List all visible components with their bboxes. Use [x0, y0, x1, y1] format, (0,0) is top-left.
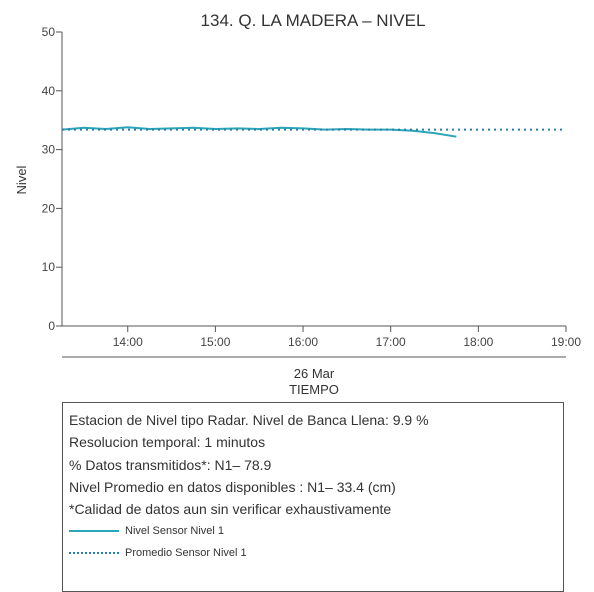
- legend-label-sensor: Nivel Sensor Nivel 1: [125, 525, 225, 538]
- legend-item-average: Promedio Sensor Nivel 1: [69, 542, 563, 564]
- y-tick-label: 10: [42, 260, 56, 274]
- y-tick-label: 50: [42, 25, 56, 39]
- x-axis-label: TIEMPO: [289, 382, 339, 397]
- x-tick-label: 18:00: [463, 335, 493, 349]
- y-tick-label: 20: [42, 201, 56, 215]
- info-nivel-promedio: Nivel Promedio en datos disponibles : N1…: [69, 478, 396, 495]
- y-tick-label: 30: [42, 143, 56, 157]
- series-line-sensor: [61, 126, 457, 138]
- legend-swatch-average: [69, 552, 119, 555]
- info-resolucion: Resolucion temporal: 1 minutos: [69, 434, 266, 451]
- legend-item-sensor: Nivel Sensor Nivel 1: [69, 520, 563, 542]
- legend-swatch-sensor: [69, 530, 119, 533]
- x-tick-label: 15:00: [200, 335, 230, 349]
- x-tick-label: 17:00: [376, 335, 406, 349]
- x-tick-label: 19:00: [551, 335, 581, 349]
- y-tick-label: 0: [48, 319, 55, 333]
- x-tick-label: 14:00: [113, 335, 143, 349]
- y-tick-label: 40: [42, 84, 56, 98]
- y-axis-label: Nivel: [14, 165, 29, 194]
- legend-label-average: Promedio Sensor Nivel 1: [125, 547, 247, 560]
- chart-title: 134. Q. LA MADERA – NIVEL: [201, 11, 426, 30]
- info-box: Estacion de Nivel tipo Radar. Nivel de B…: [62, 402, 564, 592]
- info-calidad-datos: *Calidad de datos aun sin verificar exha…: [69, 501, 392, 518]
- x-tick-label: 16:00: [288, 335, 318, 349]
- x-axis-date-label: 26 Mar: [294, 366, 335, 381]
- info-banca-llena: Estacion de Nivel tipo Radar. Nivel de B…: [69, 412, 429, 428]
- chart: 134. Q. LA MADERA – NIVEL Nivel 0 10 20 30 4…: [14, 11, 581, 397]
- info-datos-transmitidos: % Datos transmitidos*: N1– 78.9: [69, 456, 272, 473]
